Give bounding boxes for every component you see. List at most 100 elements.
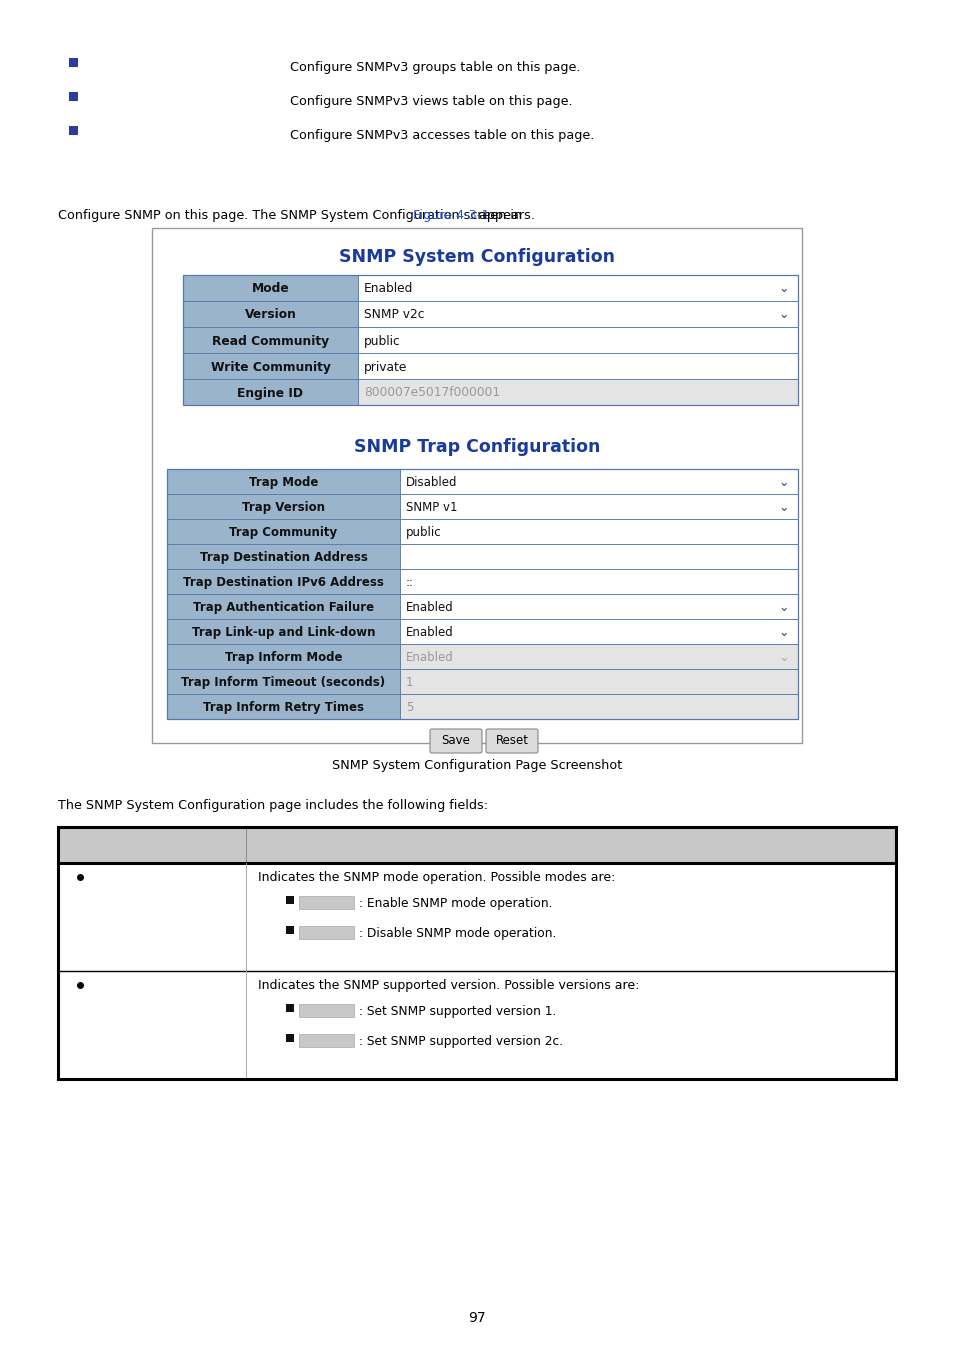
Bar [286,926,294,934]
Bar [399,518,797,544]
Text: Indicates the SNMP supported version. Possible versions are:: Indicates the SNMP supported version. Po… [257,979,639,991]
Text: Enabled: Enabled [364,282,413,296]
Text: 800007e5017f000001: 800007e5017f000001 [364,386,499,400]
Bar [399,620,797,644]
Bar [286,1004,294,1012]
Text: SNMP Trap Configuration: SNMP Trap Configuration [354,437,599,456]
Bar [399,568,797,594]
Text: Configure SNMPv3 groups table on this page.: Configure SNMPv3 groups table on this pa… [290,61,579,73]
Text: public: public [364,335,400,347]
Text: Engine ID: Engine ID [237,386,303,400]
Bar [399,670,797,694]
Text: : Set SNMP supported version 1.: : Set SNMP supported version 1. [358,1004,556,1018]
Text: SNMP v1: SNMP v1 [406,501,457,514]
Bar [183,275,357,301]
Text: Reset: Reset [495,734,528,748]
Bar [167,518,399,544]
Text: Disabled: Disabled [406,477,457,489]
Bar [357,301,797,327]
Text: SNMP System Configuration: SNMP System Configuration [338,248,615,266]
Bar [167,494,399,518]
Text: ::: :: [406,576,414,589]
Bar [286,1034,294,1042]
Bar [69,126,78,135]
Text: 97: 97 [468,1311,485,1324]
Bar [167,694,399,720]
FancyBboxPatch shape [485,729,537,753]
FancyBboxPatch shape [430,729,481,753]
Bar [167,468,399,494]
Text: Trap Link-up and Link-down: Trap Link-up and Link-down [192,626,375,639]
Text: Enabled: Enabled [406,601,454,614]
Text: Configure SNMP on this page. The SNMP System Configuration screen in: Configure SNMP on this page. The SNMP Sy… [58,209,525,223]
Text: ⌄: ⌄ [778,309,788,321]
Text: 5: 5 [406,701,413,714]
Bar [357,352,797,379]
Bar [183,275,797,405]
Bar [152,228,801,742]
Bar [357,275,797,301]
Text: Write Community: Write Community [211,360,330,374]
Text: ⌄: ⌄ [778,501,788,514]
Text: ⌄: ⌄ [778,651,788,664]
Bar [399,494,797,518]
Bar [357,379,797,405]
Bar [58,828,895,863]
Text: Trap Inform Mode: Trap Inform Mode [225,651,342,664]
Bar [183,352,357,379]
Text: SNMP v2c: SNMP v2c [364,309,424,321]
Text: Figure 4-3-1: Figure 4-3-1 [413,209,490,223]
Bar [167,644,399,670]
Text: ⌄: ⌄ [778,601,788,614]
Text: private: private [364,360,407,374]
Bar [183,327,357,352]
Text: ⌄: ⌄ [778,282,788,296]
Bar [357,327,797,352]
Text: Trap Inform Timeout (seconds): Trap Inform Timeout (seconds) [181,676,385,688]
Text: Configure SNMPv3 accesses table on this page.: Configure SNMPv3 accesses table on this … [290,128,594,142]
Bar [167,468,797,720]
Text: Version: Version [244,309,296,321]
Text: ⌄: ⌄ [778,477,788,489]
Bar [167,568,399,594]
Bar [167,594,399,620]
Text: appears.: appears. [475,209,535,223]
Bar [399,468,797,494]
Text: public: public [406,526,441,539]
Bar [183,301,357,327]
Text: Trap Mode: Trap Mode [249,477,318,489]
Bar [399,694,797,720]
Text: Trap Destination Address: Trap Destination Address [199,551,367,564]
Bar [298,1004,354,1017]
Text: Read Community: Read Community [212,335,329,347]
Text: Trap Inform Retry Times: Trap Inform Retry Times [203,701,364,714]
Text: The SNMP System Configuration page includes the following fields:: The SNMP System Configuration page inclu… [58,798,488,811]
Bar [69,58,78,68]
Text: 1: 1 [406,676,413,688]
Text: Indicates the SNMP mode operation. Possible modes are:: Indicates the SNMP mode operation. Possi… [257,871,615,883]
Bar [167,620,399,644]
Bar [183,379,357,405]
Text: SNMP System Configuration Page Screenshot: SNMP System Configuration Page Screensho… [332,759,621,771]
Text: Enabled: Enabled [406,651,454,664]
Bar [399,644,797,670]
Text: : Disable SNMP mode operation.: : Disable SNMP mode operation. [358,926,556,940]
Bar [167,544,399,568]
Text: Enabled: Enabled [406,626,454,639]
Bar [399,594,797,620]
Bar [167,670,399,694]
Text: Configure SNMPv3 views table on this page.: Configure SNMPv3 views table on this pag… [290,95,572,108]
Bar [298,896,354,909]
Text: ⌄: ⌄ [778,626,788,639]
Text: Trap Destination IPv6 Address: Trap Destination IPv6 Address [183,576,383,589]
Text: Mode: Mode [252,282,289,296]
Bar [286,896,294,905]
Bar [298,926,354,940]
Bar [298,1034,354,1048]
Text: : Set SNMP supported version 2c.: : Set SNMP supported version 2c. [358,1034,562,1048]
Text: Trap Authentication Failure: Trap Authentication Failure [193,601,374,614]
Bar [69,92,78,101]
Text: Trap Version: Trap Version [242,501,325,514]
Text: Trap Community: Trap Community [230,526,337,539]
Text: Save: Save [441,734,470,748]
